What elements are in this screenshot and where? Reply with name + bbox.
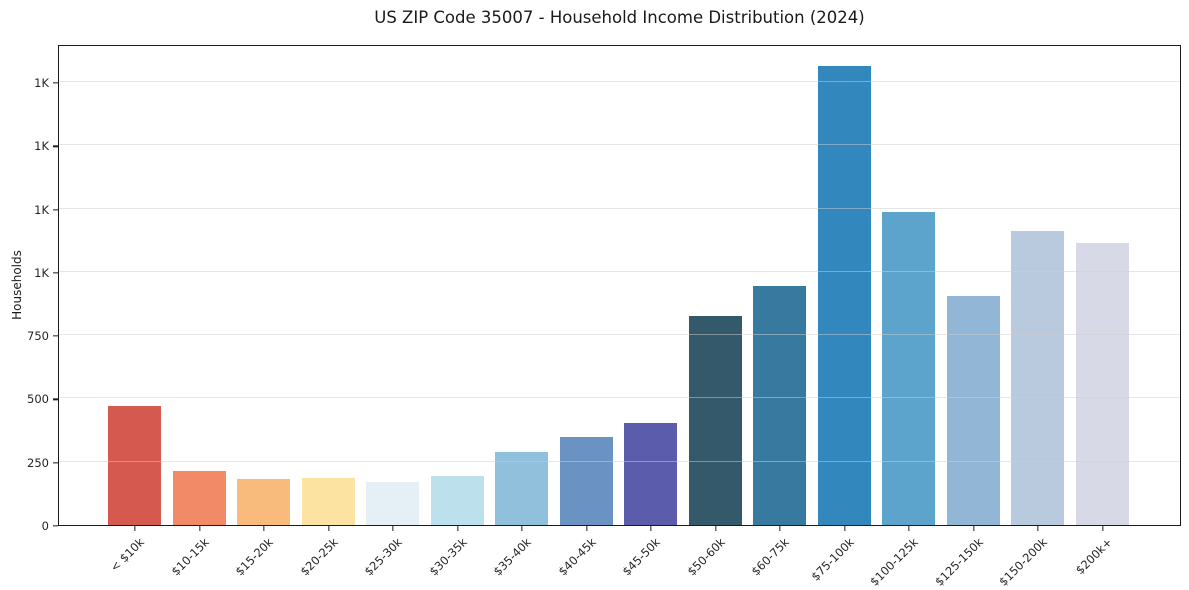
x-tick-mark xyxy=(134,526,136,531)
x-tick-mark xyxy=(456,526,459,531)
gridline xyxy=(59,81,1180,83)
x-tick-mark xyxy=(585,526,588,531)
gridline xyxy=(59,270,1180,272)
bar-< $10k xyxy=(108,406,162,525)
y-tick-label: 1K xyxy=(34,202,49,217)
bar-$15-20k xyxy=(237,478,291,525)
x-tick-mark xyxy=(650,526,652,531)
x-tick-label: $50-60k xyxy=(683,535,728,579)
y-tick-mark xyxy=(53,462,58,464)
bar-$150-200k xyxy=(1011,230,1065,525)
gridline xyxy=(59,397,1180,399)
bar-$75-100k xyxy=(817,66,871,525)
y-tick-mark xyxy=(53,208,58,211)
y-tick-mark xyxy=(53,525,58,527)
y-tick-label: 500 xyxy=(27,392,49,407)
x-tick-label: $40-45k xyxy=(554,535,599,579)
gridline xyxy=(59,207,1180,209)
bar-$50-60k xyxy=(688,315,742,525)
y-tick-label: 1K xyxy=(34,265,49,280)
x-tick-mark xyxy=(198,526,201,531)
x-tick-label: < $10k xyxy=(107,535,147,575)
x-tick-mark xyxy=(392,526,394,531)
plot-area xyxy=(58,45,1181,526)
x-tick-mark xyxy=(779,526,781,531)
y-tick-mark xyxy=(53,82,58,84)
y-tick-mark xyxy=(53,145,58,148)
y-tick-mark xyxy=(53,335,58,337)
x-tick-label: $25-30k xyxy=(361,535,405,579)
x-tick-mark xyxy=(521,526,523,531)
x-tick-label: $200k+ xyxy=(1072,535,1115,578)
x-tick-mark xyxy=(1037,526,1039,531)
x-tick-label: $75-100k xyxy=(807,535,857,584)
gridline xyxy=(59,334,1180,336)
x-tick-label: $125-150k xyxy=(931,535,986,589)
x-tick-mark xyxy=(1101,526,1104,531)
bar-$20-25k xyxy=(301,477,355,525)
gridline xyxy=(59,144,1180,146)
x-tick-mark xyxy=(263,526,265,531)
bar-$40-45k xyxy=(559,436,613,525)
chart-title: US ZIP Code 35007 - Household Income Dis… xyxy=(374,8,865,27)
bar-$45-50k xyxy=(624,423,678,525)
y-tick-label: 0 xyxy=(41,519,49,533)
x-tick-label: $45-50k xyxy=(619,535,663,579)
x-tick-label: $60-75k xyxy=(748,535,792,579)
y-tick-label: 1K xyxy=(34,76,49,91)
x-tick-label: $100-125k xyxy=(867,535,921,589)
x-tick-label: $15-20k xyxy=(232,535,276,579)
y-tick-label: 750 xyxy=(27,329,49,344)
x-tick-mark xyxy=(843,526,846,531)
gridline xyxy=(59,460,1180,462)
bar-$200k+ xyxy=(1075,243,1129,525)
x-tick-label: $150-200k xyxy=(996,535,1050,589)
x-tick-mark xyxy=(972,526,975,531)
bar-$30-35k xyxy=(430,475,484,525)
bar-$10-15k xyxy=(172,471,226,525)
y-tick-label: 250 xyxy=(27,455,49,470)
bar-$60-75k xyxy=(753,286,807,525)
x-tick-label: $20-25k xyxy=(296,535,341,579)
x-tick-mark xyxy=(714,526,717,531)
x-tick-label: $10-15k xyxy=(167,535,212,579)
x-tick-label: $35-40k xyxy=(490,535,534,579)
y-tick-mark xyxy=(53,272,58,274)
x-tick-label: $30-35k xyxy=(425,535,470,579)
bar-$35-40k xyxy=(495,451,549,525)
x-tick-mark xyxy=(327,526,330,531)
y-tick-label: 1K xyxy=(34,139,49,154)
y-axis-label: Households xyxy=(10,250,24,320)
y-tick-mark xyxy=(53,398,58,401)
bar-$125-150k xyxy=(946,296,1000,525)
bar-$25-30k xyxy=(366,481,420,525)
x-tick-mark xyxy=(908,526,910,531)
bar-$100-125k xyxy=(882,211,936,525)
